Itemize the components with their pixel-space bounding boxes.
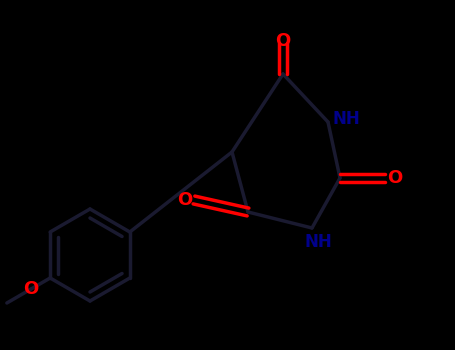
Text: O: O [275,32,291,50]
Text: O: O [387,169,403,187]
Text: O: O [177,191,192,209]
Text: NH: NH [332,110,360,128]
Text: O: O [24,280,39,298]
Text: NH: NH [304,233,332,251]
